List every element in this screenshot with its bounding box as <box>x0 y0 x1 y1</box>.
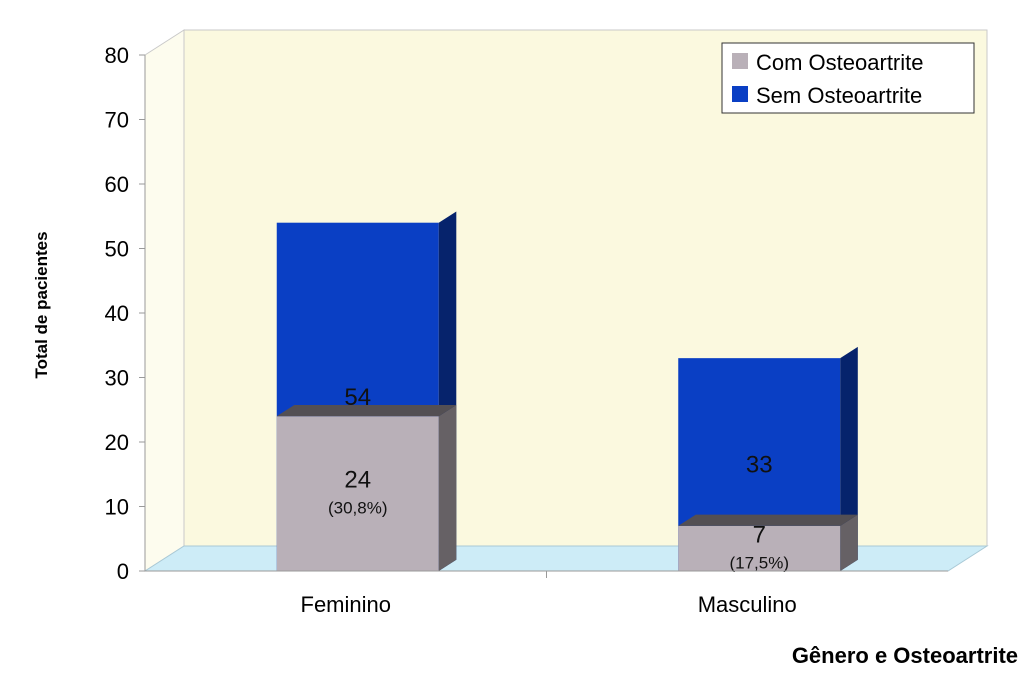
legend-label: Sem Osteoartrite <box>756 83 922 108</box>
y-tick-label: 10 <box>105 495 129 520</box>
legend-swatch <box>732 86 748 102</box>
bar-com-osteoartrite-side <box>840 514 858 571</box>
data-label: 7 <box>753 521 766 548</box>
y-tick-label: 40 <box>105 301 129 326</box>
legend-swatch <box>732 53 748 69</box>
side-wall <box>144 29 185 572</box>
x-axis: Feminino Masculino <box>145 570 948 617</box>
floor <box>143 545 989 572</box>
legend-label: Com Osteoartrite <box>756 50 924 75</box>
legend-box <box>721 42 975 114</box>
bar-com-osteoartrite-front <box>276 416 439 571</box>
data-label: 33 <box>746 452 773 479</box>
bar-com-osteoartrite-top <box>678 514 858 526</box>
y-tick-label: 20 <box>105 430 129 455</box>
y-tick-label: 70 <box>105 108 129 133</box>
y-axis: 0 10 20 30 40 50 60 70 80 <box>105 43 146 584</box>
y-tick-label: 50 <box>105 237 129 262</box>
legend: Com Osteoartrite Sem Osteoartrite <box>721 42 975 114</box>
data-label: 24 <box>344 467 371 494</box>
x-tick-label: Masculino <box>698 592 797 617</box>
x-axis-title: Gênero e Osteoartrite <box>792 643 1018 668</box>
y-tick-label: 0 <box>117 559 129 584</box>
y-tick-label: 60 <box>105 172 129 197</box>
bar-stack-masculino: 33 7 (17,5%) <box>678 346 858 572</box>
data-sublabel: (30,8%) <box>328 499 388 518</box>
x-tick-label: Feminino <box>301 592 391 617</box>
y-axis-title: Total de pacientes <box>32 231 51 378</box>
y-tick-label: 80 <box>105 43 129 68</box>
bar-com-osteoartrite-side <box>438 404 457 571</box>
bar-com-osteoartrite-front <box>678 525 841 571</box>
y-tick-label: 30 <box>105 366 129 391</box>
bar-com-osteoartrite-top <box>276 404 457 417</box>
data-sublabel: (17,5%) <box>729 553 789 572</box>
